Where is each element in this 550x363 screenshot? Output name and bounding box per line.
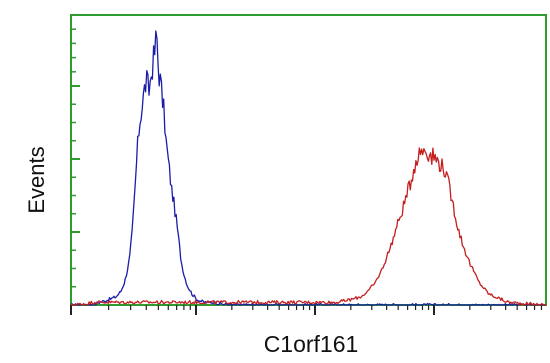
series-line-2 [70,147,547,306]
x-axis-label: C1orf161 [264,331,359,357]
series-lines [70,30,547,306]
axis-ticks [70,28,543,315]
y-axis-label: Events [24,146,49,213]
series-line-1 [70,30,546,306]
